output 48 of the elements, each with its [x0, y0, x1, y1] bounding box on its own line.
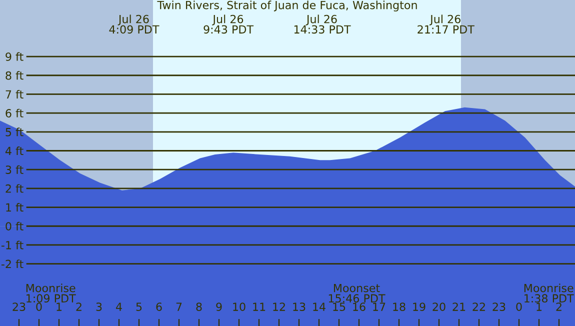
- y-tick-label: 7 ft: [6, 90, 24, 98]
- y-tick-label: -1 ft: [1, 240, 24, 250]
- x-tick-label: 7: [176, 302, 182, 311]
- x-tick-label: 10: [233, 302, 246, 311]
- x-tick-label: 18: [393, 302, 406, 311]
- y-tick-label: 1 ft: [6, 203, 24, 212]
- x-tick-label: 0: [36, 302, 42, 311]
- x-tick-label: 21: [452, 302, 466, 311]
- y-tick-label: 9 ft: [6, 52, 24, 61]
- y-tick-label: 4 ft: [5, 146, 24, 155]
- y-tick-label: 5 ft: [6, 128, 24, 136]
- y-tick-label: -2 ft: [1, 260, 24, 268]
- x-tick-label: 14: [313, 302, 326, 311]
- annotation: Jul 26 21:17 PDT: [418, 14, 474, 34]
- annotation: Moonrise 1:09 PDT: [26, 284, 76, 303]
- x-tick-label: 19: [413, 302, 426, 311]
- x-tick-label: 16: [353, 302, 366, 311]
- x-tick-label: 6: [156, 302, 162, 311]
- x-tick-label: 17: [373, 302, 386, 311]
- annotation: Jul 26 4:09 PDT: [109, 14, 160, 34]
- x-tick-label: 0: [516, 302, 522, 311]
- x-tick-label: 1: [536, 302, 542, 311]
- x-tick-label: 8: [196, 302, 202, 311]
- x-tick-label: 13: [293, 302, 306, 311]
- y-tick-label: 6 ft: [6, 108, 24, 118]
- x-tick-label: 23: [492, 302, 506, 311]
- x-tick-label: 20: [432, 302, 446, 311]
- annotation: Jul 26 14:33 PDT: [294, 14, 351, 34]
- y-tick-label: 0 ft: [6, 222, 24, 231]
- x-tick-label: 12: [273, 302, 285, 311]
- x-tick-label: 15: [333, 302, 346, 311]
- annotation: Jul 26 9:43 PDT: [204, 14, 254, 34]
- y-tick-label: 2 ft: [6, 184, 24, 193]
- x-tick-label: 2: [556, 302, 562, 311]
- annotation: Moonset 15:46 PDT: [328, 284, 386, 303]
- y-tick-label: 3 ft: [6, 165, 24, 174]
- x-tick-label: 11: [253, 302, 266, 311]
- x-tick-label: 4: [116, 302, 122, 311]
- x-tick-label: 2: [76, 302, 82, 311]
- x-tick-label: 22: [472, 302, 485, 311]
- x-tick-label: 1: [56, 302, 62, 311]
- y-tick-label: 8 ft: [6, 71, 24, 80]
- x-tick-label: 9: [216, 302, 222, 311]
- x-tick-label: 23: [12, 302, 26, 311]
- x-tick-label: 3: [96, 302, 102, 311]
- chart-title: Twin Rivers, Strait of Juan de Fuca, Washington: [157, 0, 417, 12]
- annotation: Moonrise 1:38 PDT: [524, 284, 574, 303]
- x-tick-label: 5: [136, 302, 142, 311]
